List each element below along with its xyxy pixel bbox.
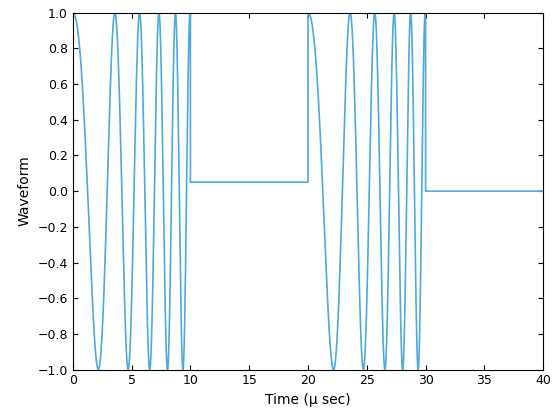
Y-axis label: Waveform: Waveform xyxy=(18,156,32,226)
X-axis label: Time (μ sec): Time (μ sec) xyxy=(265,393,351,407)
